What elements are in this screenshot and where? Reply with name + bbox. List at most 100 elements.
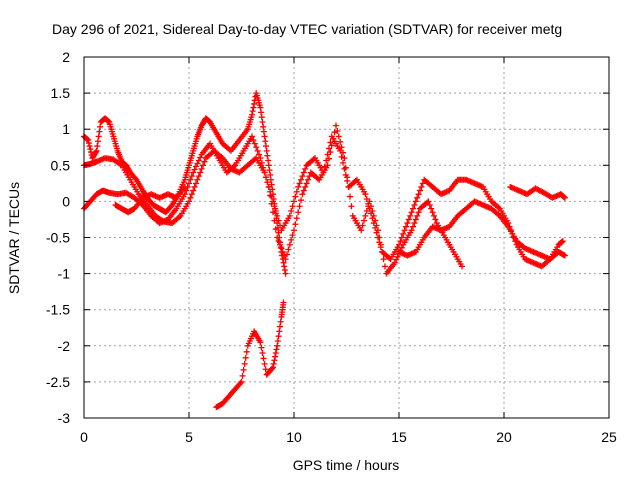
data-point [243, 348, 250, 355]
data-point [190, 187, 197, 194]
data-point [281, 263, 288, 270]
data-point [85, 137, 92, 144]
data-point [330, 135, 337, 142]
data-point [337, 138, 344, 145]
data-point [398, 244, 405, 251]
data-point [559, 238, 566, 245]
data-point [391, 259, 398, 266]
data-point [168, 203, 175, 210]
data-point [331, 129, 338, 136]
data-point [398, 234, 405, 241]
data-point [260, 128, 267, 135]
data-point [335, 133, 342, 140]
data-point [251, 100, 258, 107]
data-point [348, 203, 355, 210]
data-point [418, 183, 425, 190]
data-point [188, 173, 195, 180]
data-point [97, 123, 104, 130]
data-point [412, 198, 419, 205]
data-point [193, 163, 199, 170]
data-point [425, 198, 432, 205]
data-point [405, 216, 412, 223]
data-point [271, 217, 278, 224]
data-point [132, 175, 139, 182]
data-point [327, 139, 334, 146]
data-point [259, 118, 266, 125]
data-point [379, 248, 386, 255]
data-point [362, 191, 369, 198]
data-point [408, 227, 415, 234]
y-tick-label: -3 [58, 410, 71, 426]
data-point [270, 364, 276, 371]
data-point [326, 155, 332, 162]
data-point [197, 169, 204, 176]
data-point [181, 191, 188, 198]
data-point [347, 193, 353, 200]
data-point [257, 155, 264, 162]
data-point [328, 142, 335, 149]
data-point [262, 366, 269, 373]
chart-title: Day 296 of 2021, Sidereal Day-to-day VTE… [52, 21, 562, 37]
data-point [426, 202, 433, 209]
y-tick-label: -1 [58, 266, 71, 282]
data-point [302, 165, 309, 172]
data-point [254, 147, 261, 154]
data-point [276, 328, 283, 335]
data-point [298, 197, 304, 204]
data-point [188, 191, 195, 198]
series-track-4 [112, 183, 568, 263]
data-point [344, 174, 351, 181]
data-point [393, 256, 400, 263]
data-point [187, 194, 194, 201]
data-point [263, 143, 269, 150]
data-point [257, 339, 264, 346]
data-point [195, 173, 202, 180]
data-point [286, 212, 293, 219]
data-point [358, 227, 365, 234]
data-point [281, 266, 288, 273]
data-point [299, 173, 306, 180]
data-point [258, 114, 265, 121]
data-point [261, 169, 268, 176]
data-point [370, 212, 377, 219]
data-point [282, 270, 289, 277]
data-point [258, 344, 265, 351]
data-point [274, 234, 281, 241]
data-point [258, 159, 265, 166]
data-point [87, 146, 94, 153]
data-point [345, 183, 352, 190]
data-point [291, 198, 297, 205]
data-point [412, 216, 419, 223]
y-tick-label: 1 [62, 121, 70, 137]
x-tick-label: 20 [496, 429, 512, 445]
data-point [289, 203, 296, 210]
x-tick-label: 25 [601, 429, 617, 445]
data-point [284, 251, 290, 258]
data-point [86, 143, 93, 150]
data-point [415, 209, 422, 216]
data-point [186, 180, 192, 187]
data-point [459, 263, 465, 270]
data-point [271, 357, 278, 364]
data-point [267, 171, 274, 178]
data-point [296, 203, 303, 210]
data-point [96, 128, 103, 135]
data-point [397, 238, 404, 245]
data-point [376, 234, 383, 241]
data-point [264, 152, 271, 159]
data-marks [81, 90, 568, 411]
data-point [404, 220, 411, 227]
data-point [414, 212, 421, 219]
data-point [195, 157, 202, 164]
tick-labels: 0 5 10 15 20 25 2 1.5 1 0.5 0 -0.5 -1 -1.5 -2 -2.5 -3 [46, 49, 617, 445]
data-point [377, 241, 384, 248]
data-point [249, 108, 256, 115]
data-point [333, 122, 339, 129]
data-point [338, 153, 345, 160]
series-track-5 [507, 183, 568, 201]
data-point [237, 380, 244, 387]
data-point [263, 174, 269, 181]
data-point [278, 245, 285, 252]
data-point [292, 193, 299, 200]
data-point [191, 166, 198, 173]
